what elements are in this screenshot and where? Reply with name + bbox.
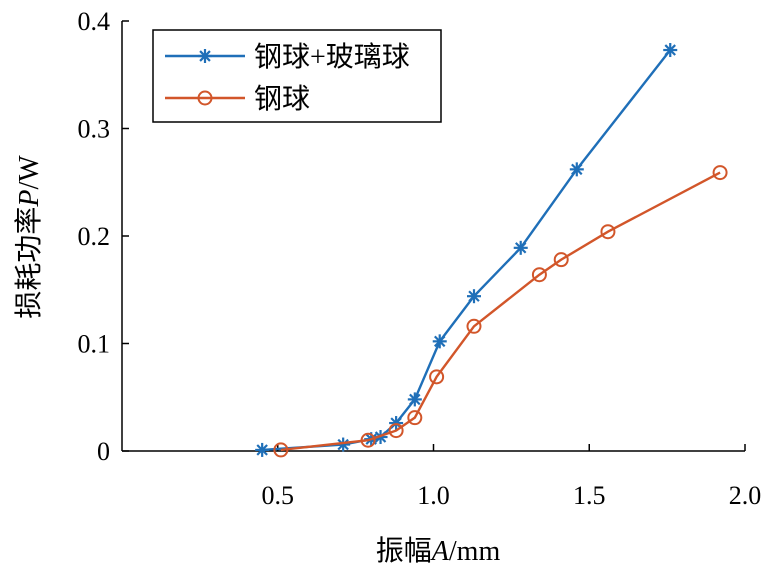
x-tick-label: 1.5 [573,481,606,510]
legend-marker [198,49,212,63]
data-point [531,267,547,283]
data-point [513,240,528,255]
asterisk-stroke [468,290,480,302]
asterisk-stroke [571,163,583,176]
y-axis-label-quantity: 损耗功率 [13,207,45,319]
asterisk-stroke [199,50,211,62]
asterisk-stroke [256,444,268,456]
data-point [569,162,584,177]
legend-label: 钢球+玻璃球 [254,41,410,73]
data-point [273,442,289,458]
asterisk-stroke [664,44,676,56]
data-point [466,318,482,334]
y-tick-label: 0.4 [78,7,111,36]
data-point [388,423,404,439]
x-axis-label-quantity: 振幅 [376,535,432,567]
y-tick-label: 0 [97,437,110,466]
y-axis-label: 损耗功率P/W [13,155,45,319]
data-point [600,224,616,240]
asterisk-stroke [390,417,402,429]
data-point [553,252,569,268]
data-point [360,432,376,448]
x-axis-label-unit: /mm [449,536,501,567]
y-tick-label: 0.1 [78,330,111,359]
x-tick-label: 1.0 [417,481,450,510]
data-point [663,43,678,58]
axes: 0 0.1 0.2 0.3 0.4 0.5 1.0 1.5 2.0 [78,7,762,510]
y-axis-label-symbol: P [14,190,45,208]
data-point [429,369,445,385]
data-point [407,410,423,426]
legend-box [152,29,442,123]
data-point [432,334,447,349]
asterisk-stroke [434,335,446,348]
data-point [407,392,422,407]
data-point [389,416,404,431]
x-tick-label: 2.0 [729,481,762,510]
asterisk-stroke [409,393,421,406]
series-line [280,171,721,452]
asterisk-stroke [514,242,527,254]
y-axis-label-unit: /W [14,155,45,190]
x-axis-label-symbol: A [430,536,450,567]
legend-marker [197,90,213,106]
y-tick-label: 0.2 [78,222,111,251]
series-2 [273,165,728,458]
asterisk-stroke [337,438,349,451]
y-tick-label: 0.3 [78,115,111,144]
data-point [712,165,728,181]
data-point [466,289,481,304]
legend-label: 钢球 [254,83,310,115]
x-tick-label: 0.5 [262,481,295,510]
x-axis-label: 振幅A/mm [376,535,501,567]
series-layer [255,43,728,458]
data-point [255,442,270,457]
